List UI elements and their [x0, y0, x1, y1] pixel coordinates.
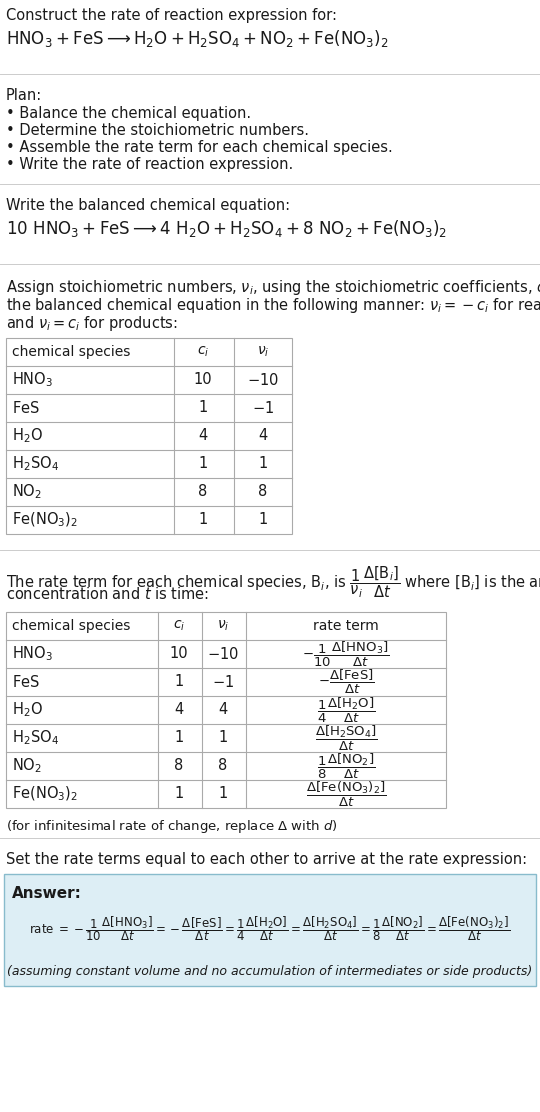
- Text: $\nu_i$: $\nu_i$: [257, 345, 269, 359]
- Text: 4: 4: [198, 428, 207, 444]
- Text: $\dfrac{1}{4}\dfrac{\Delta[\mathrm{H_2O}]}{\Delta t}$: $\dfrac{1}{4}\dfrac{\Delta[\mathrm{H_2O}…: [317, 695, 375, 725]
- Text: chemical species: chemical species: [12, 345, 130, 359]
- Text: 4: 4: [218, 703, 228, 717]
- Text: 8: 8: [258, 485, 268, 499]
- Text: Plan:: Plan:: [6, 88, 42, 103]
- Text: $-1$: $-1$: [252, 400, 274, 416]
- Text: $c_i$: $c_i$: [173, 618, 185, 633]
- Text: 1: 1: [174, 786, 184, 802]
- Text: • Balance the chemical equation.: • Balance the chemical equation.: [6, 106, 251, 121]
- Text: $-\dfrac{1}{10}\dfrac{\Delta[\mathrm{HNO_3}]}{\Delta t}$: $-\dfrac{1}{10}\dfrac{\Delta[\mathrm{HNO…: [302, 639, 390, 668]
- Text: 8: 8: [198, 485, 207, 499]
- Text: 4: 4: [258, 428, 268, 444]
- Text: Construct the rate of reaction expression for:: Construct the rate of reaction expressio…: [6, 8, 337, 23]
- Text: $\mathrm{H_2O}$: $\mathrm{H_2O}$: [12, 427, 43, 445]
- Text: Answer:: Answer:: [12, 886, 82, 901]
- Text: The rate term for each chemical species, B$_i$, is $\dfrac{1}{\nu_i}\dfrac{\Delt: The rate term for each chemical species,…: [6, 564, 540, 599]
- Text: 1: 1: [198, 457, 207, 471]
- Text: $\dfrac{\Delta[\mathrm{H_2SO_4}]}{\Delta t}$: $\dfrac{\Delta[\mathrm{H_2SO_4}]}{\Delta…: [314, 724, 377, 753]
- Text: $\mathrm{Fe(NO_3)_2}$: $\mathrm{Fe(NO_3)_2}$: [12, 510, 78, 529]
- Text: $\mathrm{Fe(NO_3)_2}$: $\mathrm{Fe(NO_3)_2}$: [12, 785, 78, 803]
- Text: chemical species: chemical species: [12, 619, 130, 633]
- Text: $\mathrm{FeS}$: $\mathrm{FeS}$: [12, 400, 40, 416]
- Text: 1: 1: [174, 731, 184, 745]
- Text: $\mathrm{NO_2}$: $\mathrm{NO_2}$: [12, 756, 42, 775]
- Text: (assuming constant volume and no accumulation of intermediates or side products): (assuming constant volume and no accumul…: [8, 965, 532, 979]
- Text: Assign stoichiometric numbers, $\nu_i$, using the stoichiometric coefficients, $: Assign stoichiometric numbers, $\nu_i$, …: [6, 278, 540, 297]
- Text: 10: 10: [170, 646, 188, 662]
- Bar: [4, 874, 536, 986]
- Text: 1: 1: [218, 731, 228, 745]
- Text: $\dfrac{1}{8}\dfrac{\Delta[\mathrm{NO_2}]}{\Delta t}$: $\dfrac{1}{8}\dfrac{\Delta[\mathrm{NO_2}…: [317, 752, 375, 781]
- Text: 1: 1: [198, 513, 207, 527]
- Text: $-10$: $-10$: [247, 373, 279, 388]
- Bar: [6, 612, 446, 808]
- Text: rate term: rate term: [313, 619, 379, 633]
- Text: the balanced chemical equation in the following manner: $\nu_i = -c_i$ for react: the balanced chemical equation in the fo…: [6, 296, 540, 315]
- Text: 8: 8: [218, 758, 228, 774]
- Text: and $\nu_i = c_i$ for products:: and $\nu_i = c_i$ for products:: [6, 314, 178, 332]
- Text: $-1$: $-1$: [212, 674, 234, 691]
- Text: • Determine the stoichiometric numbers.: • Determine the stoichiometric numbers.: [6, 123, 309, 138]
- Text: $\mathrm{FeS}$: $\mathrm{FeS}$: [12, 674, 40, 691]
- Text: 1: 1: [218, 786, 228, 802]
- Text: $\mathrm{H_2O}$: $\mathrm{H_2O}$: [12, 701, 43, 719]
- Text: $-10$: $-10$: [207, 646, 239, 662]
- Text: 1: 1: [174, 675, 184, 689]
- Text: $\mathrm{H_2SO_4}$: $\mathrm{H_2SO_4}$: [12, 728, 59, 747]
- Text: rate $= -\dfrac{1}{10}\dfrac{\Delta[\mathrm{HNO_3}]}{\Delta t}= -\dfrac{\Delta[\: rate $= -\dfrac{1}{10}\dfrac{\Delta[\mat…: [30, 914, 510, 943]
- Text: 8: 8: [174, 758, 184, 774]
- Text: $\nu_i$: $\nu_i$: [217, 618, 229, 633]
- Text: $\mathrm{H_2SO_4}$: $\mathrm{H_2SO_4}$: [12, 455, 59, 474]
- Text: Write the balanced chemical equation:: Write the balanced chemical equation:: [6, 198, 290, 214]
- Text: $\mathrm{10\ HNO_3 + FeS \longrightarrow 4\ H_2O + H_2SO_4 + 8\ NO_2 + Fe(NO_3)_: $\mathrm{10\ HNO_3 + FeS \longrightarrow…: [6, 218, 447, 239]
- Text: $\mathrm{HNO_3}$: $\mathrm{HNO_3}$: [12, 370, 53, 389]
- Text: • Assemble the rate term for each chemical species.: • Assemble the rate term for each chemic…: [6, 140, 393, 155]
- Text: 1: 1: [258, 457, 268, 471]
- Text: $-\dfrac{\Delta[\mathrm{FeS}]}{\Delta t}$: $-\dfrac{\Delta[\mathrm{FeS}]}{\Delta t}…: [318, 668, 374, 696]
- Text: 10: 10: [194, 373, 212, 387]
- Text: 1: 1: [198, 400, 207, 416]
- Text: 4: 4: [174, 703, 184, 717]
- Text: $\mathrm{HNO_3 + FeS \longrightarrow H_2O + H_2SO_4 + NO_2 + Fe(NO_3)_2}$: $\mathrm{HNO_3 + FeS \longrightarrow H_2…: [6, 28, 389, 49]
- Text: $c_i$: $c_i$: [197, 345, 209, 359]
- Text: 1: 1: [258, 513, 268, 527]
- Text: (for infinitesimal rate of change, replace Δ with $d$): (for infinitesimal rate of change, repla…: [6, 818, 338, 835]
- Text: • Write the rate of reaction expression.: • Write the rate of reaction expression.: [6, 157, 293, 172]
- Text: $\mathrm{NO_2}$: $\mathrm{NO_2}$: [12, 483, 42, 502]
- Bar: [6, 338, 292, 534]
- Text: concentration and $t$ is time:: concentration and $t$ is time:: [6, 586, 209, 602]
- Text: $\mathrm{HNO_3}$: $\mathrm{HNO_3}$: [12, 645, 53, 664]
- Text: $\dfrac{\Delta[\mathrm{Fe(NO_3)_2}]}{\Delta t}$: $\dfrac{\Delta[\mathrm{Fe(NO_3)_2}]}{\De…: [306, 780, 386, 808]
- Text: Set the rate terms equal to each other to arrive at the rate expression:: Set the rate terms equal to each other t…: [6, 852, 527, 867]
